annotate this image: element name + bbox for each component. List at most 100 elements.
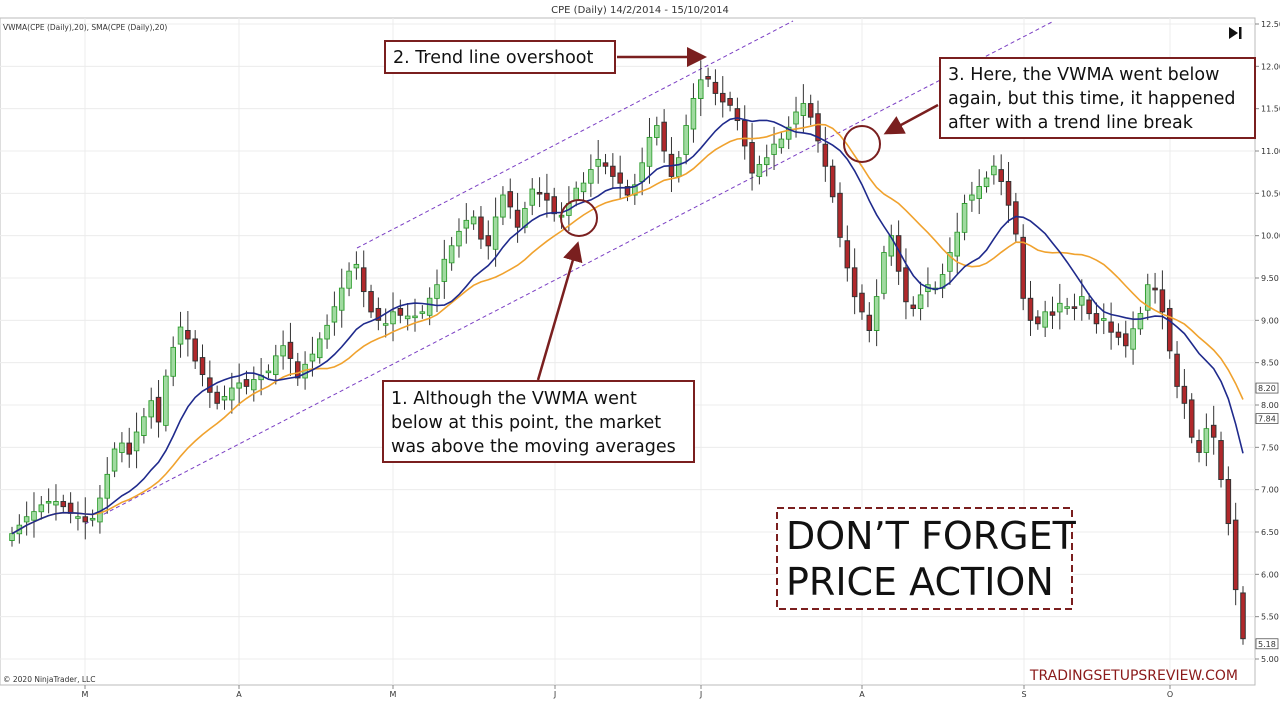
candle [822, 126, 829, 182]
candle [368, 284, 374, 318]
candle [734, 97, 741, 131]
y-tick-label: 6.00 [1261, 570, 1279, 579]
y-tick-label: 10.50 [1261, 189, 1280, 198]
candle [273, 344, 279, 385]
candle [617, 155, 623, 199]
candle [485, 220, 492, 260]
candle [785, 116, 792, 150]
candle [1093, 302, 1100, 334]
candle [500, 186, 506, 226]
candle [111, 442, 118, 478]
candle [837, 182, 843, 248]
x-tick-label: A [236, 690, 242, 699]
candle [829, 159, 836, 203]
candle [1159, 270, 1166, 330]
arrow-1 [536, 241, 583, 381]
last-value-label: 5.18 [1258, 640, 1276, 649]
candle [163, 369, 169, 432]
trend-line-upper [356, 20, 794, 249]
candle [199, 344, 206, 387]
candle [331, 291, 338, 336]
candle [1020, 224, 1026, 311]
candle [397, 299, 404, 324]
y-tick-label: 7.00 [1261, 486, 1279, 495]
candle [698, 60, 704, 117]
title-box: DON’T FORGET PRICE ACTION [776, 507, 1077, 610]
candle [602, 153, 609, 175]
candle [756, 155, 763, 185]
candle [1122, 320, 1129, 358]
candle [1240, 586, 1246, 645]
candle [338, 268, 345, 328]
y-tick-label: 8.00 [1261, 401, 1279, 410]
candle [1057, 283, 1063, 330]
candle [1049, 296, 1056, 329]
candle [177, 311, 184, 358]
candle [1232, 502, 1239, 606]
x-tick-label: S [1021, 690, 1026, 699]
candle [375, 297, 382, 331]
candle [910, 296, 917, 317]
candle [1086, 293, 1092, 320]
candle [1203, 413, 1210, 467]
candle [1101, 303, 1107, 335]
candle [903, 248, 909, 320]
candle [712, 69, 719, 106]
candle [89, 509, 96, 527]
annotation-1-line-2: below at this point, the market [391, 413, 661, 433]
candle [1196, 429, 1202, 463]
candle [104, 457, 111, 514]
candle [522, 201, 528, 234]
brand-watermark: TRADINGSETUPSREVIEW.COM [1029, 668, 1238, 684]
candle [38, 496, 45, 520]
candle [23, 501, 30, 536]
candle [1188, 393, 1195, 444]
candle [632, 173, 638, 205]
candle [800, 84, 807, 133]
candle [185, 311, 191, 357]
last-value-tag: 5.18 [1255, 638, 1279, 650]
candle [265, 364, 272, 379]
candle [119, 432, 125, 463]
candle [236, 363, 242, 406]
x-tick-label: M [82, 690, 89, 699]
x-tick-label: J [699, 690, 702, 699]
candle [807, 94, 814, 126]
candle [1137, 306, 1144, 335]
skip-to-end-icon[interactable] [1229, 27, 1242, 39]
candle [873, 279, 880, 347]
candle [983, 171, 990, 193]
candle [749, 123, 755, 191]
candle [815, 100, 821, 153]
candle [360, 250, 367, 308]
candle [1079, 279, 1085, 321]
arrow-3 [883, 103, 939, 135]
candle [551, 187, 557, 222]
candle [947, 237, 953, 285]
copyright: © 2020 NinjaTrader, LLC [3, 675, 95, 684]
candle [1035, 310, 1041, 330]
candle [610, 153, 616, 189]
candle [45, 488, 52, 514]
candle [221, 385, 228, 410]
candle [719, 76, 726, 118]
candle [412, 298, 418, 332]
candle [741, 105, 748, 160]
candle [126, 427, 133, 468]
candle [683, 114, 689, 165]
y-tick-label: 8.50 [1261, 359, 1279, 368]
candle [1064, 297, 1070, 315]
candle [214, 385, 220, 410]
candle [1071, 293, 1078, 321]
candle [419, 305, 426, 319]
candle [353, 251, 360, 280]
y-tick-label: 5.00 [1261, 655, 1279, 664]
candle [998, 154, 1004, 196]
candle [888, 224, 895, 266]
candle [536, 177, 543, 208]
candle [316, 332, 323, 364]
candle [1115, 323, 1122, 346]
candle [529, 178, 536, 216]
candle [976, 169, 982, 215]
